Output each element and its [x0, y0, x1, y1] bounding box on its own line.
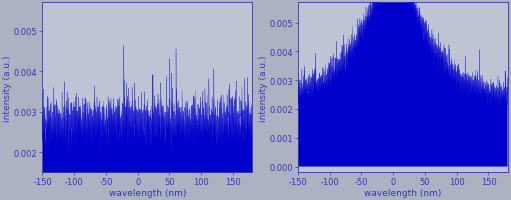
X-axis label: wavelength (nm): wavelength (nm) [364, 188, 442, 197]
Y-axis label: intensity (a.u.): intensity (a.u.) [4, 55, 12, 121]
X-axis label: wavelength (nm): wavelength (nm) [108, 188, 186, 197]
Y-axis label: intensity (a.u.): intensity (a.u.) [259, 55, 268, 121]
